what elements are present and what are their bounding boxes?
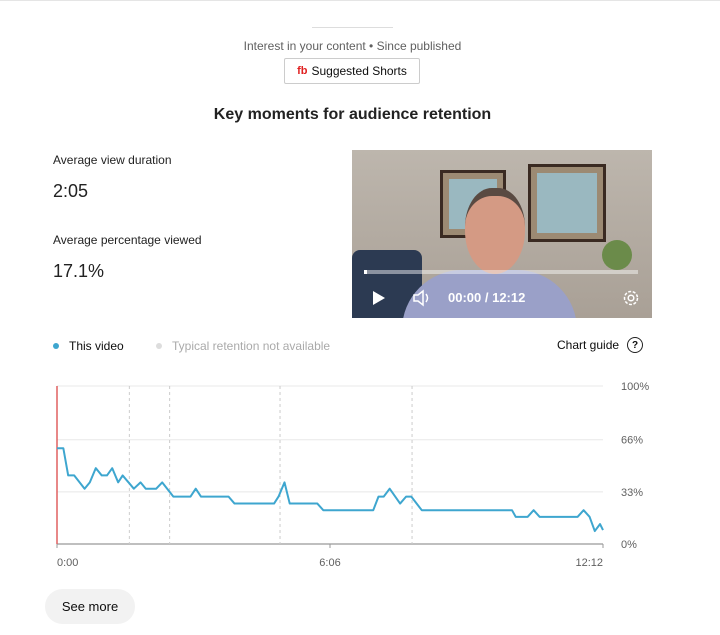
retention-line [57, 447, 604, 533]
settings-icon[interactable] [621, 288, 641, 308]
picture-frame [528, 164, 606, 242]
video-player[interactable]: 00:00 / 12:12 [352, 150, 652, 318]
y-tick-label: 0% [621, 539, 637, 551]
subtitle: Interest in your content • Since publish… [243, 39, 462, 53]
legend-label: This video [69, 339, 124, 353]
y-tick-label: 100% [621, 381, 649, 393]
avg-pct-label: Average percentage viewed [53, 233, 202, 247]
video-progress-bar[interactable] [364, 270, 638, 274]
y-tick-label: 66% [621, 435, 643, 447]
brand-logo-icon: fb [297, 65, 308, 77]
avg-pct-value: 17.1% [53, 261, 105, 281]
legend-label: Typical retention not available [172, 339, 331, 353]
legend-this-video: This video [53, 339, 124, 353]
video-time: 00:00 / 12:12 [448, 290, 526, 305]
help-icon: ? [627, 337, 644, 353]
chart-guide-label: Chart guide [557, 338, 620, 352]
series-dot [53, 343, 59, 349]
chart-guide-button[interactable]: Chart guide ? [557, 337, 644, 353]
y-tick-label: 33% [621, 487, 643, 499]
retention-chart[interactable]: 0% 33% 66% 100% 0:00 6:06 12:12 [0, 370, 720, 580]
legend-typical: Typical retention not available [156, 339, 330, 353]
plant [602, 240, 632, 270]
x-tick-label: 6:06 [319, 557, 340, 569]
avg-view-duration-value: 2:05 [53, 181, 89, 201]
suggested-shorts-chip[interactable]: fb Suggested Shorts [284, 58, 420, 84]
chip-label: Suggested Shorts [311, 64, 407, 78]
avg-view-duration-label: Average view duration [53, 153, 172, 167]
person-body [402, 270, 577, 318]
section-title: Key moments for audience retention [213, 106, 492, 123]
play-icon[interactable] [372, 290, 386, 306]
x-tick-label: 12:12 [575, 557, 603, 569]
series-dot [156, 343, 162, 349]
volume-icon[interactable] [412, 289, 432, 307]
person-head [465, 188, 525, 274]
see-more-button[interactable]: See more [45, 589, 135, 624]
section-divider [312, 27, 393, 28]
top-divider [0, 0, 720, 1]
x-tick-label: 0:00 [57, 557, 78, 569]
